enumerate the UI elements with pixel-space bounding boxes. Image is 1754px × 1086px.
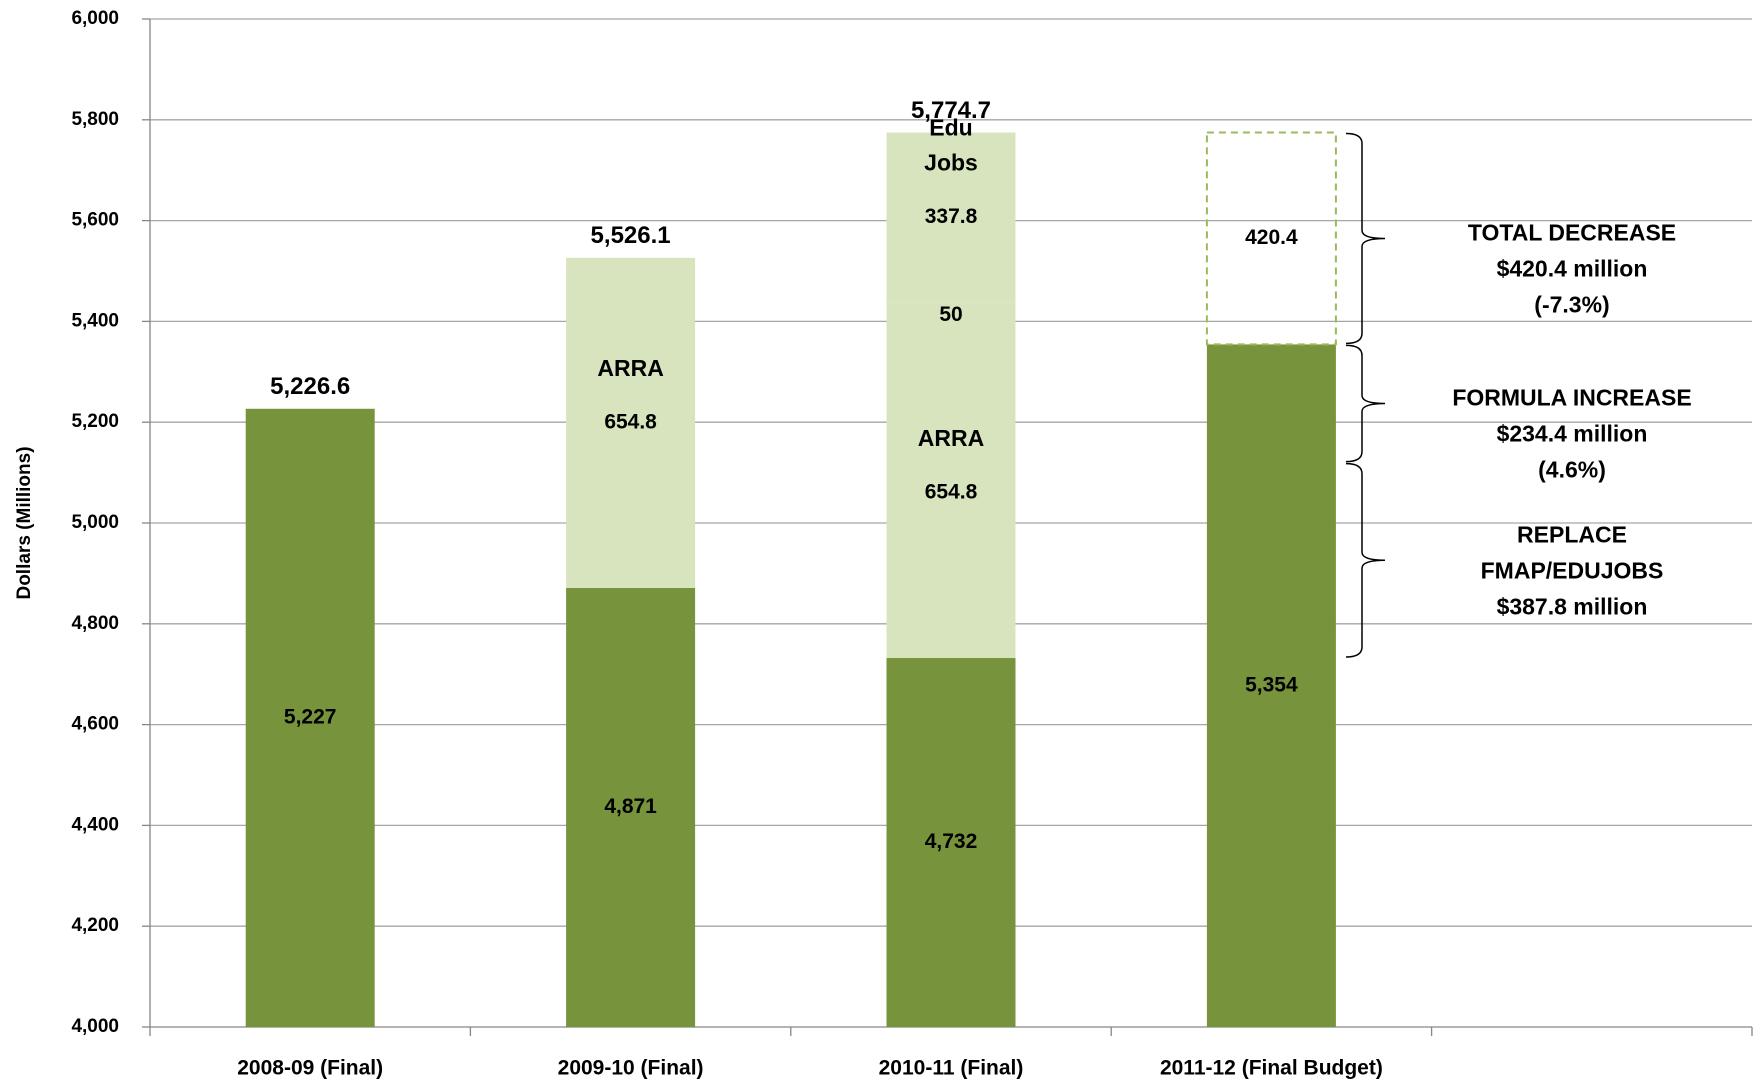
value-label: 654.8 — [925, 481, 978, 504]
total-label: 5,526.1 — [591, 222, 671, 249]
value-label: 4,732 — [925, 830, 978, 853]
value-label: 5,354 — [1245, 673, 1298, 696]
x-tick-label: 2009-10 (Final) — [558, 1057, 704, 1080]
y-tick-label: 4,600 — [71, 714, 119, 735]
bar-segment — [886, 302, 1016, 329]
bar-segment — [566, 257, 696, 588]
bar-segment — [886, 658, 1016, 1027]
annotation: TOTAL DECREASE — [1468, 220, 1676, 246]
x-tick-label: 2008-09 (Final) — [237, 1057, 383, 1080]
y-tick-label: 5,200 — [71, 411, 119, 432]
total-label: 5,774.7 — [911, 97, 991, 124]
y-tick-label: 5,400 — [71, 310, 119, 331]
annotation: (4.6%) — [1538, 457, 1606, 483]
brace — [1345, 132, 1386, 345]
y-tick-label: 4,400 — [71, 814, 119, 835]
annotation: (-7.3%) — [1534, 292, 1609, 318]
y-axis-label: Dollars (Millions) — [14, 446, 35, 599]
bar-segment — [566, 587, 696, 1027]
y-tick-label: 5,000 — [71, 512, 119, 533]
bar-segment — [886, 132, 1016, 303]
value-label: 420.4 — [1245, 226, 1298, 249]
brace — [1345, 344, 1386, 463]
y-tick-label: 4,200 — [71, 915, 119, 936]
segment-name: ARRA — [918, 425, 984, 451]
value-label: 50 — [939, 303, 962, 326]
x-tick-label: 2010-11 (Final) — [879, 1057, 1024, 1080]
annotation: $234.4 million — [1497, 421, 1648, 447]
annotation: FMAP/EDUJOBS — [1481, 557, 1664, 583]
bar-segment — [1205, 131, 1337, 346]
y-tick-label: 5,600 — [71, 210, 119, 231]
value-label: 337.8 — [925, 205, 978, 228]
y-tick-label: 4,000 — [71, 1016, 119, 1037]
brace — [1345, 462, 1386, 658]
annotation: $420.4 million — [1497, 256, 1648, 282]
y-tick-label: 6,000 — [71, 8, 119, 29]
annotation: FORMULA INCREASE — [1452, 385, 1691, 411]
segment-name: ARRA — [597, 355, 663, 381]
bar-segment — [245, 408, 375, 1028]
total-label: 5,226.6 — [270, 373, 350, 400]
y-tick-label: 5,800 — [71, 109, 119, 130]
x-tick-label: 2011-12 (Final Budget) — [1160, 1057, 1383, 1080]
bar-segment — [886, 328, 1016, 659]
bar-segment — [1206, 344, 1336, 1027]
value-label: 5,227 — [284, 705, 337, 728]
annotation: $387.8 million — [1497, 593, 1648, 619]
value-label: 654.8 — [604, 410, 657, 433]
value-label: 4,871 — [604, 795, 657, 818]
annotation: REPLACE — [1517, 521, 1627, 547]
y-tick-label: 4,800 — [71, 613, 119, 634]
segment-name: Edu Jobs — [924, 115, 978, 176]
